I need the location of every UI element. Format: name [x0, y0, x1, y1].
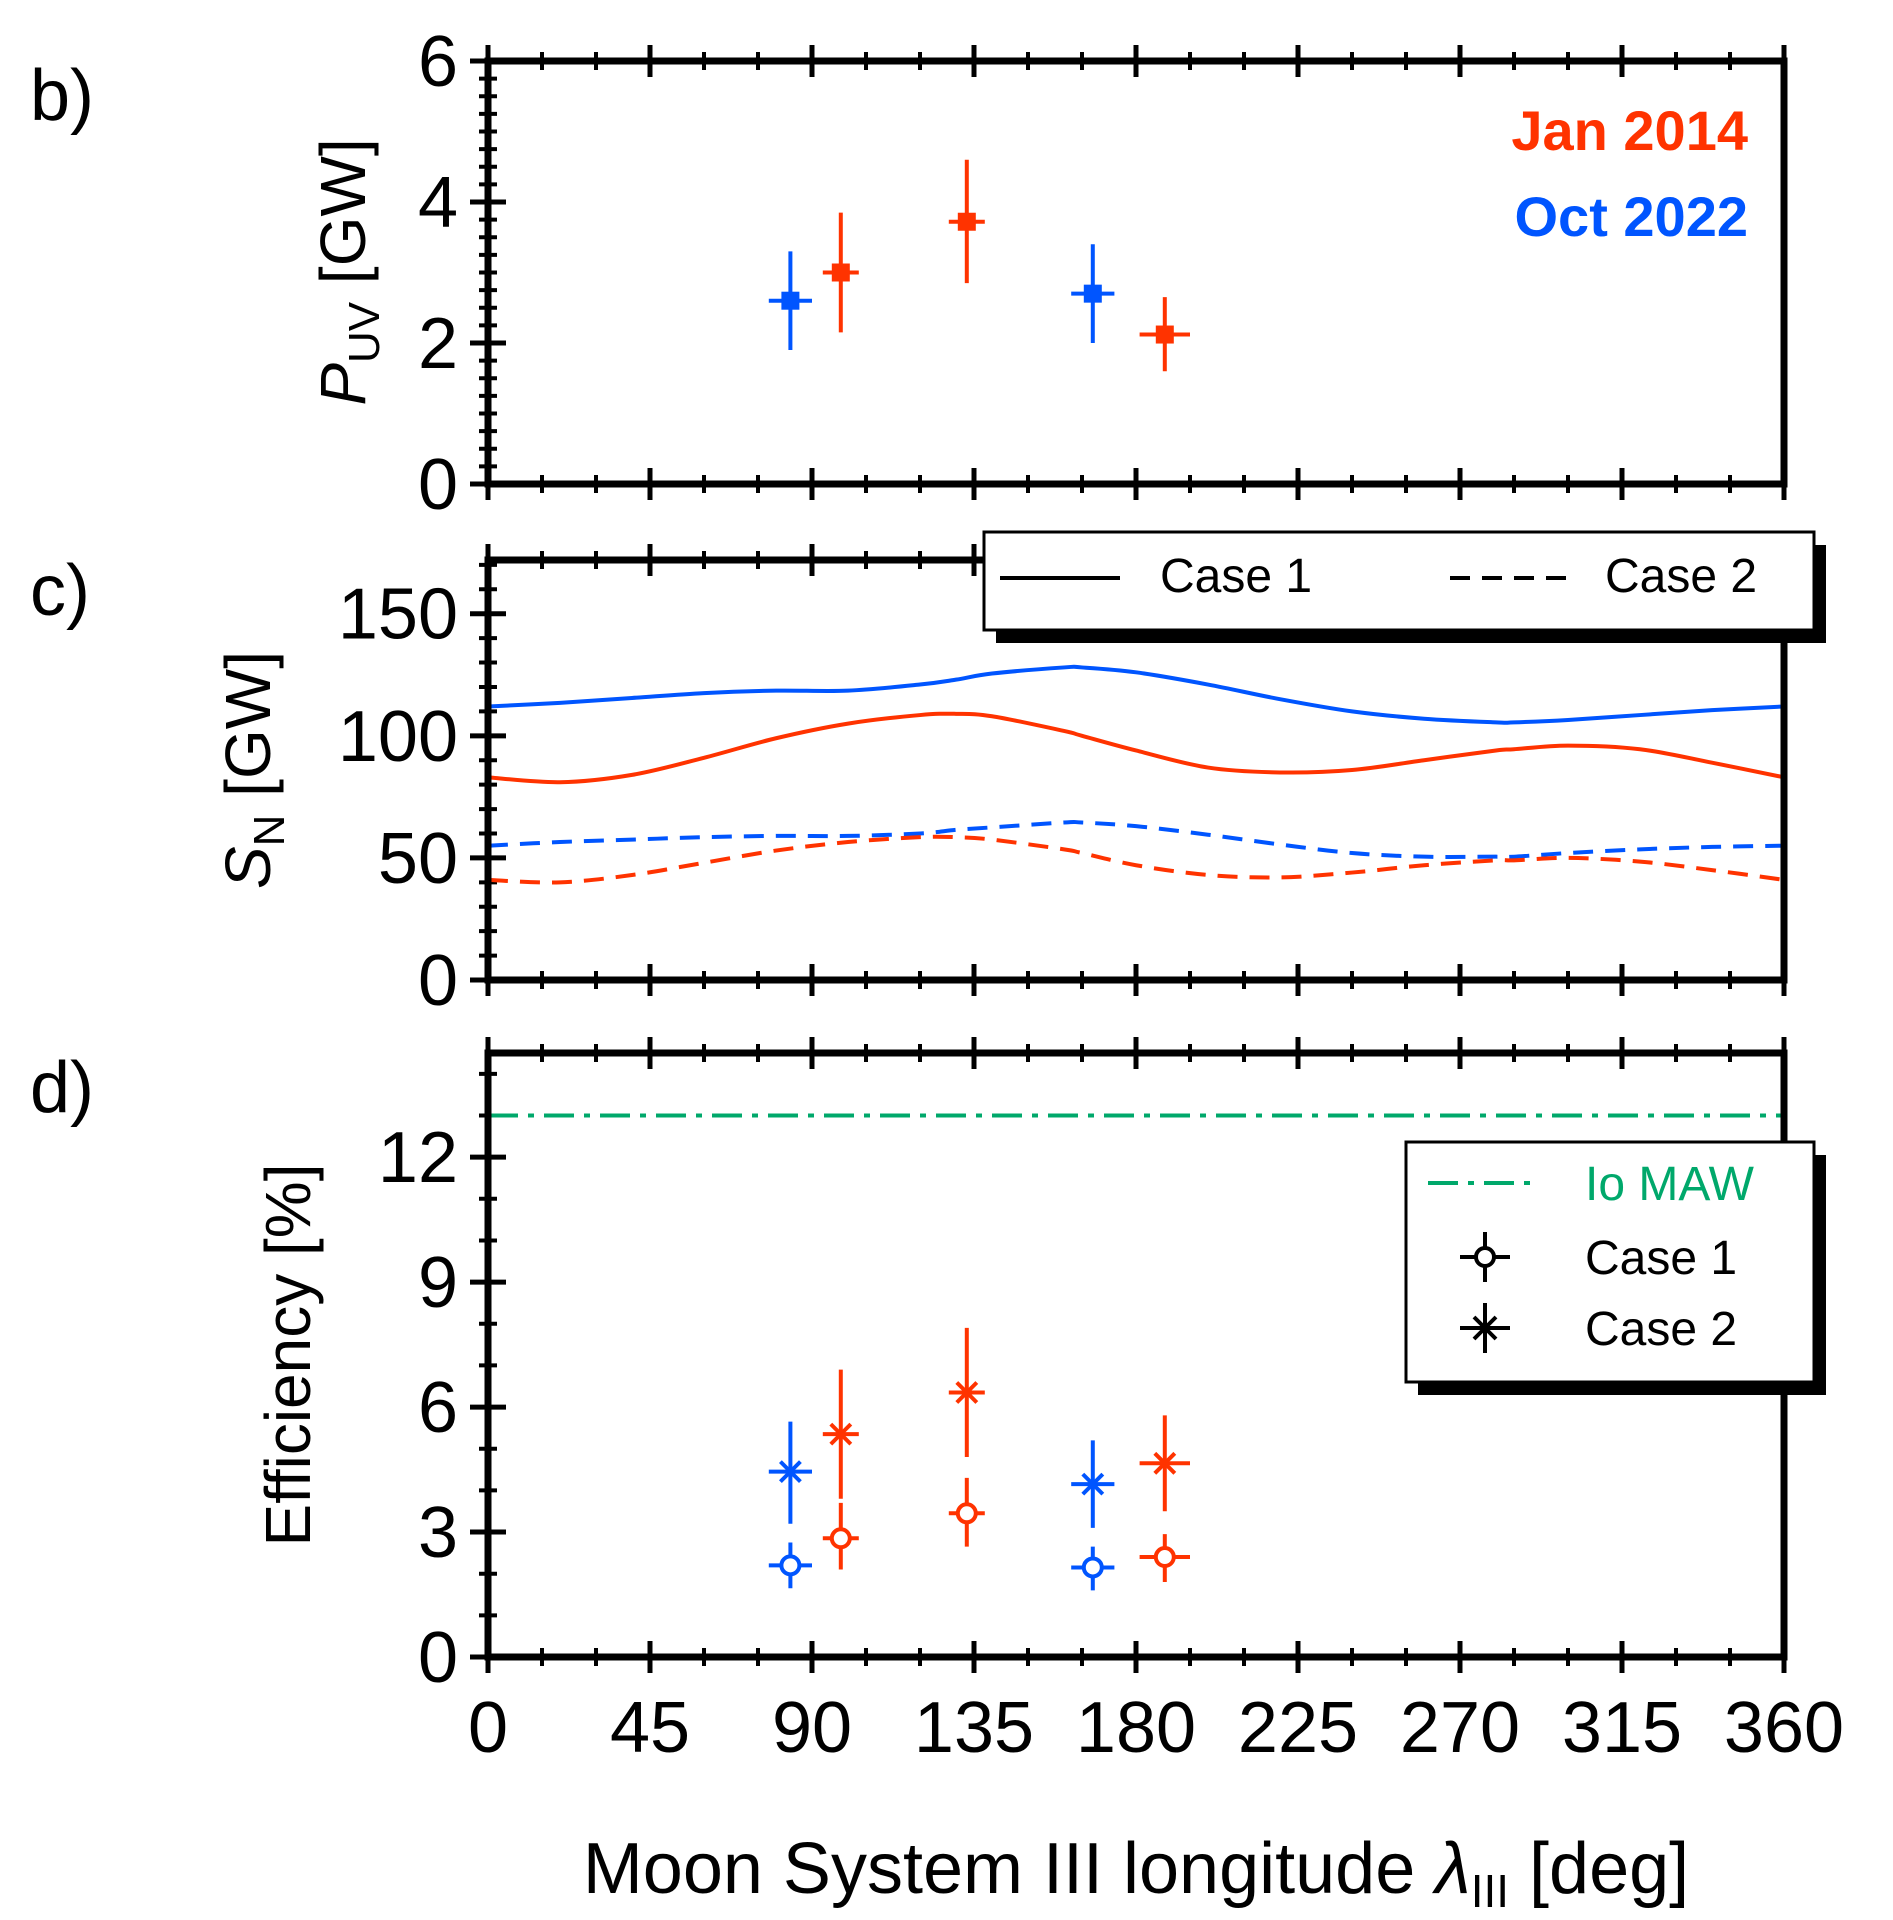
panel-b-frame	[484, 57, 1788, 488]
panel-b-ylabel-unit: [GW]	[307, 138, 379, 302]
x-tick-label: 270	[1400, 1688, 1520, 1768]
y-tick-label: 4	[418, 163, 458, 243]
panel-label-d: d)	[30, 1048, 94, 1128]
data-point-circle	[829, 1527, 852, 1550]
data-point-circle	[779, 1554, 802, 1577]
x-tick-label: 360	[1724, 1688, 1844, 1768]
y-tick-label: 0	[418, 1618, 458, 1698]
data-point-square	[957, 212, 976, 231]
series-line-solid-oct2022	[488, 664, 1784, 725]
y-tick-label: 0	[418, 445, 458, 525]
x-axis-title-main: Moon System III longitude	[583, 1829, 1435, 1909]
x-axis-title-sub: III	[1471, 1865, 1509, 1917]
data-point-square	[1083, 284, 1102, 303]
panel-c-legend: Case 1 Case 2	[982, 530, 1826, 643]
y-tick-label: 3	[418, 1493, 458, 1573]
legend-jan-2014: Jan 2014	[1511, 99, 1748, 162]
panel-d-legend: Io MAW Case 1 Case 2	[1404, 1140, 1826, 1395]
panel-c-ylabel-unit: [GW]	[212, 651, 284, 815]
panel-d: 0 45 90 135 180 225 270 315 360 0 3 6 9 12 Efficiency…	[252, 1037, 1844, 1768]
panel-d-ylabel: Efficiency [%]	[252, 1164, 324, 1547]
x-axis-title-symbol: λ	[1431, 1829, 1470, 1909]
legend-case1-label-d: Case 1	[1585, 1232, 1737, 1285]
y-tick-label: 150	[338, 575, 458, 655]
x-tick-label: 135	[914, 1688, 1034, 1768]
panel-b-ylabel-symbol: P	[307, 363, 379, 406]
y-tick-label: 100	[338, 697, 458, 777]
x-tick-label: 90	[772, 1688, 852, 1768]
y-tick-label: 0	[418, 941, 458, 1021]
y-tick-label: 6	[418, 22, 458, 102]
x-tick-label: 180	[1076, 1688, 1196, 1768]
legend-case2-label: Case 2	[1605, 550, 1757, 603]
x-tick-label: 225	[1238, 1688, 1358, 1768]
panel-c: 0 50 100 150 SN [GW] Case 1 Case 2	[212, 530, 1826, 1021]
panel-b-marks	[768, 159, 1190, 372]
panel-d-marks	[488, 1113, 1784, 1591]
x-tick-label: 0	[468, 1688, 508, 1768]
data-point-star-arm	[955, 1381, 979, 1404]
legend-case1-marker	[1460, 1232, 1510, 1282]
legend-case1-label: Case 1	[1160, 550, 1312, 603]
panel-c-marks	[488, 664, 1784, 885]
data-point-circle	[955, 1502, 978, 1525]
y-tick-label: 9	[418, 1243, 458, 1323]
x-axis-title: Moon System III longitude λIII [deg]	[583, 1829, 1689, 1917]
data-point-square	[781, 291, 800, 310]
legend-io-maw-label: Io MAW	[1585, 1158, 1755, 1211]
panel-c-ylabel-symbol: S	[212, 846, 284, 889]
panel-c-legend-box	[982, 530, 1816, 632]
legend-case2-label-d: Case 2	[1585, 1303, 1737, 1356]
data-point-star-arm	[1153, 1451, 1177, 1475]
data-point-square	[1155, 325, 1174, 344]
data-point-star-arm	[1081, 1472, 1105, 1496]
panel-c-ylabel-sub: N	[245, 815, 294, 847]
data-point-square	[831, 263, 850, 282]
x-tick-label: 45	[610, 1688, 690, 1768]
series-line-solid-jan2014	[488, 711, 1784, 785]
y-tick-label: 12	[378, 1118, 458, 1198]
data-point-circle	[1153, 1546, 1176, 1569]
panel-d-ticks: 0 45 90 135 180 225 270 315 360 0 3 6 9 12	[378, 1037, 1844, 1768]
legend-oct-2022: Oct 2022	[1515, 185, 1749, 248]
data-point-circle	[1081, 1556, 1104, 1579]
y-tick-label: 6	[418, 1368, 458, 1448]
data-point-star-arm	[778, 1460, 802, 1484]
panel-b-ylabel: PUV [GW]	[307, 138, 389, 405]
panel-label-b: b)	[30, 56, 94, 136]
x-tick-label: 315	[1562, 1688, 1682, 1768]
panel-b: 0 2 4 6 PUV [GW] Jan 2014 Oct 2022	[307, 22, 1788, 525]
data-point-star-arm	[829, 1422, 853, 1446]
legend-case2-marker	[1460, 1303, 1510, 1353]
y-tick-label: 50	[378, 819, 458, 899]
x-axis-title-unit: [deg]	[1509, 1829, 1689, 1909]
panel-b-ticks: 0 2 4 6	[418, 22, 1787, 525]
series-line-dashed-jan2014	[488, 834, 1784, 885]
panel-label-c: c)	[30, 551, 90, 631]
panel-c-ylabel: SN [GW]	[212, 651, 294, 889]
series-line-dashed-oct2022	[488, 819, 1784, 859]
panel-b-ylabel-sub: UV	[340, 301, 389, 363]
y-tick-label: 2	[418, 304, 458, 384]
